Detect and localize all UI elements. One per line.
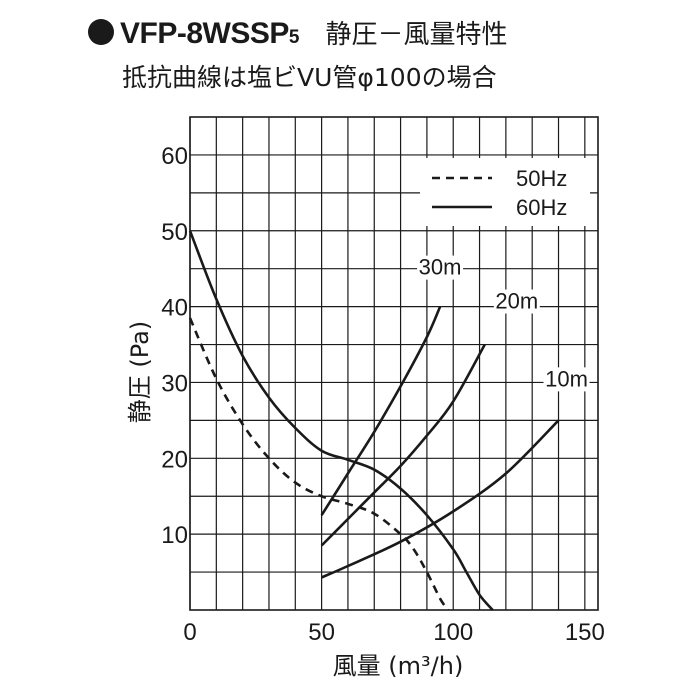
bullet-icon [88,19,114,45]
legend-label-60Hz: 60Hz [516,195,567,220]
resistance-curve-10m [321,419,560,579]
resistance-label-background [543,367,590,392]
model-suffix: 5 [288,27,300,48]
axis-tick-labels: 0 50 100 150 10 20 30 40 50 60 [161,143,605,646]
y-tick-label: 50 [161,219,188,246]
chart-legend: 50Hz 60Hz [420,158,590,226]
x-tick-label: 150 [565,619,605,646]
y-tick-label: 60 [161,143,188,170]
series-line-50Hz [188,317,450,611]
resistance-label-background [417,255,464,280]
resistance-label-30m: 30m [419,255,462,280]
chart-subtitle: 抵抗曲線は塩ビVU管φ100の場合 [122,63,497,92]
resistance-curve-20m [320,343,486,547]
y-axis-label: 静圧 (Pa) [126,321,154,423]
y-tick-label: 20 [161,446,188,473]
chart-title: VFP-8WSSP5 静圧－風量特性 [88,14,507,51]
resistance-label-20m: 20m [495,289,538,314]
resistance-label-10m: 10m [545,366,588,391]
chart-title-text: 静圧－風量特性 [325,20,508,50]
legend-background [420,158,590,226]
model-name: VFP-8WSSP [120,17,289,50]
series-line-60Hz [188,230,494,611]
y-tick-label: 30 [161,370,188,397]
resistance-curve-30m [320,306,442,516]
plot-frame [189,116,599,611]
x-axis-label: 風量 (m³/h) [333,652,464,680]
legend-label-50Hz: 50Hz [516,166,567,191]
chart-curves: 30m 20m 10m [188,230,590,611]
y-tick-label: 10 [161,522,188,549]
x-tick-label: 100 [433,619,473,646]
x-tick-label: 50 [308,619,335,646]
y-tick-label: 40 [161,295,188,322]
resistance-label-background [493,289,540,314]
x-tick-label: 0 [183,619,196,646]
